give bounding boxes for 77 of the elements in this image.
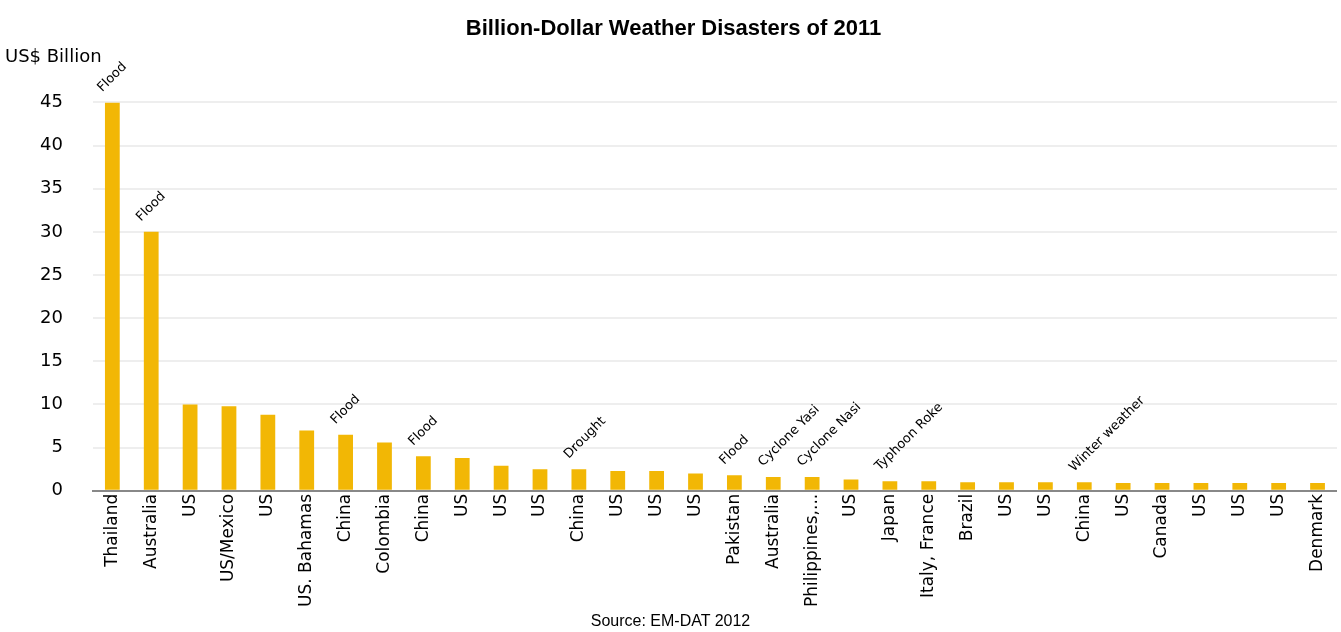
x-tick-label: China <box>1072 493 1093 543</box>
y-tick-label: 15 <box>40 349 63 370</box>
bar <box>493 465 509 490</box>
x-tick-label: Brazil <box>956 493 977 542</box>
x-tick-label: Pakistan <box>722 493 743 565</box>
chart-title: Billion-Dollar Weather Disasters of 2011 <box>465 15 882 41</box>
y-tick-label: 40 <box>40 133 63 155</box>
y-tick-label: 10 <box>40 392 63 414</box>
bar <box>999 482 1014 490</box>
bar <box>1271 483 1287 490</box>
bar <box>299 430 315 490</box>
y-tick-label: 30 <box>40 219 63 241</box>
bar <box>1232 483 1248 490</box>
x-tick-label: US <box>1033 493 1054 518</box>
x-tick-label: Japan <box>878 493 899 543</box>
bar <box>843 479 859 490</box>
x-tick-label: US <box>1189 493 1210 518</box>
x-tick-label: US <box>1111 493 1132 518</box>
x-tick-label: Philippines,... <box>800 493 821 608</box>
bar <box>1193 483 1209 490</box>
bar <box>1038 482 1053 490</box>
bar <box>765 476 781 490</box>
x-tick-label: Denmark <box>1305 493 1326 572</box>
bar <box>143 231 159 490</box>
bar <box>882 481 898 490</box>
source-note: Source: EM-DAT 2012 <box>590 612 751 630</box>
bar <box>726 475 742 490</box>
x-tick-label: Colombia <box>372 493 393 574</box>
y-tick-label: 0 <box>51 478 63 500</box>
y-tick-label: 5 <box>51 435 63 457</box>
bar <box>1154 483 1170 490</box>
bar <box>960 482 976 490</box>
x-tick-label: China <box>567 493 588 543</box>
bar <box>454 458 470 490</box>
x-tick-label: US <box>839 493 860 518</box>
bar <box>532 469 548 490</box>
x-tick-label: US <box>489 493 510 518</box>
bar <box>921 481 937 490</box>
x-tick-label: Australia <box>139 493 160 569</box>
bar <box>182 404 198 490</box>
x-tick-label: Thailand <box>100 493 121 568</box>
x-tick-label: China <box>334 493 355 543</box>
x-tick-label: US <box>178 493 199 518</box>
bar <box>804 476 820 490</box>
y-tick-label: 20 <box>40 305 63 327</box>
x-tick-label: US <box>645 493 666 518</box>
bar <box>688 473 703 490</box>
x-tick-label: US <box>450 493 471 518</box>
x-tick-label: Australia <box>761 493 782 569</box>
y-axis-title: US$ Billion <box>5 45 102 67</box>
x-tick-label: US <box>256 493 277 518</box>
bar <box>649 470 665 490</box>
bar <box>338 434 353 490</box>
bar <box>610 470 626 490</box>
bar <box>571 469 587 490</box>
bar <box>221 406 237 490</box>
bar <box>1076 482 1092 490</box>
bar <box>260 414 276 490</box>
bar <box>1310 483 1325 490</box>
x-tick-label: US <box>994 493 1015 518</box>
x-tick-label: China <box>411 493 432 543</box>
x-tick-label: US <box>606 493 627 518</box>
x-tick-label: US <box>1267 493 1288 518</box>
x-tick-label: US/Mexico <box>217 493 238 583</box>
bar <box>415 456 431 490</box>
bar <box>1115 483 1131 490</box>
x-tick-label: US <box>528 493 549 518</box>
y-tick-label: 25 <box>40 262 63 284</box>
x-tick-label: US <box>1228 493 1249 518</box>
bar <box>377 442 392 490</box>
x-tick-label: US <box>683 493 704 518</box>
x-tick-label: US. Bahamas <box>295 493 316 607</box>
x-tick-label: Italy, France <box>917 493 938 599</box>
bar <box>104 102 120 490</box>
x-tick-label: Canada <box>1150 493 1171 559</box>
y-tick-label: 45 <box>40 90 63 112</box>
y-tick-label: 35 <box>40 176 63 198</box>
